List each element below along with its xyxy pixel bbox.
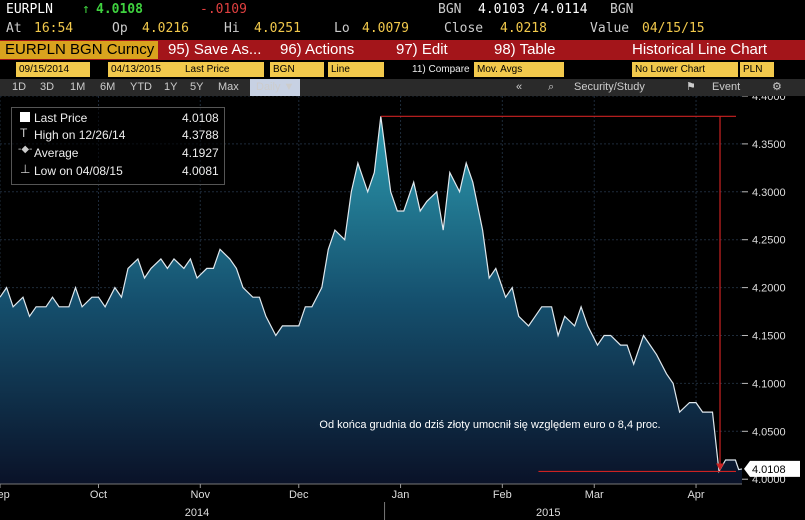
y-tick-label: 4.4000 (752, 96, 786, 103)
y-tick-label: 4.2000 (752, 283, 786, 295)
open-value: 4.0216 (142, 21, 189, 36)
frequency-select[interactable]: Daily ▼ (250, 79, 301, 96)
source-label-2: BGN (610, 2, 634, 17)
low-marker-icon: ⊥ (20, 162, 31, 176)
low-value: 4.0079 (362, 21, 409, 36)
ticker: EURPLN (6, 2, 53, 17)
range-max[interactable]: Max (218, 81, 239, 93)
x-axis-panel (0, 484, 805, 520)
range-markers (380, 115, 736, 473)
x-tick-label: Oct (90, 489, 107, 501)
y-tick-label: 4.0000 (752, 474, 786, 486)
range-bar: 1D 3D 1M 6M YTD 1Y 5Y Max Daily ▼ « ⌕ Se… (0, 79, 805, 96)
last-price: 4.0108 (96, 2, 143, 17)
x-tick-label: Mar (585, 489, 604, 501)
x-tick-label: Feb (493, 489, 512, 501)
last-price-swatch (20, 112, 30, 122)
price-line (0, 116, 743, 474)
y-tick-label: 4.3000 (752, 187, 786, 199)
mov-avgs-select[interactable]: Mov. Avgs (474, 62, 564, 77)
end-date-field[interactable]: 04/13/2015 (108, 62, 182, 77)
legend-low-label: Low on 04/08/15 (34, 164, 123, 178)
x-tick-label: Apr (687, 489, 704, 501)
legend-high-value: 4.3788 (182, 128, 219, 142)
save-as-button[interactable]: 95) Save As... (168, 41, 262, 58)
high-marker-icon: T (20, 126, 28, 140)
range-3d[interactable]: 3D (40, 81, 55, 93)
legend-last-label: Last Price (34, 111, 88, 125)
decline-arrowhead (716, 463, 725, 471)
y-axis-panel (742, 96, 805, 484)
legend-avg-label: Average (34, 146, 79, 160)
year-label: 2014 (185, 507, 209, 519)
last-price-tag: 4.0108 (744, 460, 800, 477)
x-tick-label: Dec (289, 489, 309, 501)
up-arrow-icon: ↑ (82, 2, 90, 17)
flag-icon[interactable]: ⚑ (686, 81, 696, 93)
x-axis: Sep Oct Nov Dec Jan Feb Mar Apr 2014 2015 (0, 483, 805, 520)
chart-style-select[interactable]: Line (328, 62, 384, 77)
high-label: Hi (224, 21, 240, 36)
legend-avg-value: 4.1927 (182, 146, 219, 160)
at-label: At (6, 21, 22, 36)
last-price-tag-text: 4.0108 (752, 464, 786, 476)
close-label: Close (444, 21, 484, 36)
y-tick-label: 4.0500 (752, 426, 786, 438)
security-field[interactable]: EURPLN BGN Curncy (0, 41, 158, 59)
close-value: 4.0218 (500, 21, 547, 36)
collapse-icon[interactable]: « (516, 81, 523, 93)
legend-last-value: 4.0108 (182, 111, 219, 125)
chart-type-title: Historical Line Chart (632, 41, 768, 58)
price-chart: Od końca grudnia do dziś złoty umocnił s… (0, 96, 805, 520)
range-6m[interactable]: 6M (100, 81, 116, 93)
value-label: Value (590, 21, 630, 36)
price-area (0, 116, 742, 485)
bid-ask: 4.0103 /4.0114 (478, 2, 588, 17)
search-icon[interactable]: ⌕ (548, 81, 555, 93)
y-tick-label: 4.1500 (752, 331, 786, 343)
x-tick-label: Sep (0, 489, 10, 501)
range-ytd[interactable]: YTD (130, 81, 152, 93)
quote-time: 16:54 (34, 21, 74, 36)
edit-menu[interactable]: 97) Edit (396, 41, 448, 58)
open-label: Op (112, 21, 128, 36)
range-1y[interactable]: 1Y (164, 81, 178, 93)
chart-legend: Last Price 4.0108 T High on 12/26/14 4.3… (11, 107, 225, 185)
range-5y[interactable]: 5Y (190, 81, 204, 93)
compare-button[interactable]: 11) Compare (412, 64, 470, 75)
high-value: 4.0251 (254, 21, 301, 36)
range-1d[interactable]: 1D (12, 81, 27, 93)
legend-low-value: 4.0081 (182, 164, 219, 178)
currency-select[interactable]: PLN (740, 62, 774, 77)
legend-high-label: High on 12/26/14 (34, 128, 126, 142)
y-tick-label: 4.3500 (752, 139, 786, 151)
y-axis: 4.0000 4.0500 4.1000 4.1500 4.2000 4.2500 4.30… (742, 96, 805, 486)
chart-annotation: Od końca grudnia do dziś złoty umocnił s… (319, 419, 660, 431)
range-1m[interactable]: 1M (70, 81, 86, 93)
last-price-tag-bg (744, 460, 800, 477)
average-marker-icon: -◆- (18, 144, 33, 155)
start-date-field[interactable]: 09/15/2014 (16, 62, 90, 77)
y-tick-label: 4.2500 (752, 235, 786, 247)
settings-icon[interactable]: ⚙ (772, 81, 782, 93)
security-study-button[interactable]: Security/Study (574, 81, 645, 93)
control-bar: 09/15/2014 04/13/2015 Last Price BGN Lin… (0, 61, 805, 78)
y-tick-label: 4.1000 (752, 378, 786, 390)
value-date: 04/15/15 (642, 21, 705, 36)
x-tick-label: Nov (190, 489, 210, 501)
year-label: 2015 (536, 507, 560, 519)
price-change: -.0109 (200, 2, 247, 17)
quote-header: EURPLN ↑ 4.0108 -.0109 BGN 4.0103 /4.011… (0, 0, 805, 40)
actions-menu[interactable]: 96) Actions (280, 41, 355, 58)
source-select[interactable]: BGN (270, 62, 324, 77)
source-label: BGN (438, 2, 462, 17)
event-button[interactable]: Event (712, 81, 741, 93)
low-label: Lo (334, 21, 350, 36)
x-tick-label: Jan (392, 489, 410, 501)
lower-chart-select[interactable]: No Lower Chart (632, 62, 738, 77)
menu-bar: EURPLN BGN Curncy 95) Save As... 96) Act… (0, 40, 805, 60)
field-select[interactable]: Last Price (182, 62, 264, 77)
table-button[interactable]: 98) Table (494, 41, 556, 58)
